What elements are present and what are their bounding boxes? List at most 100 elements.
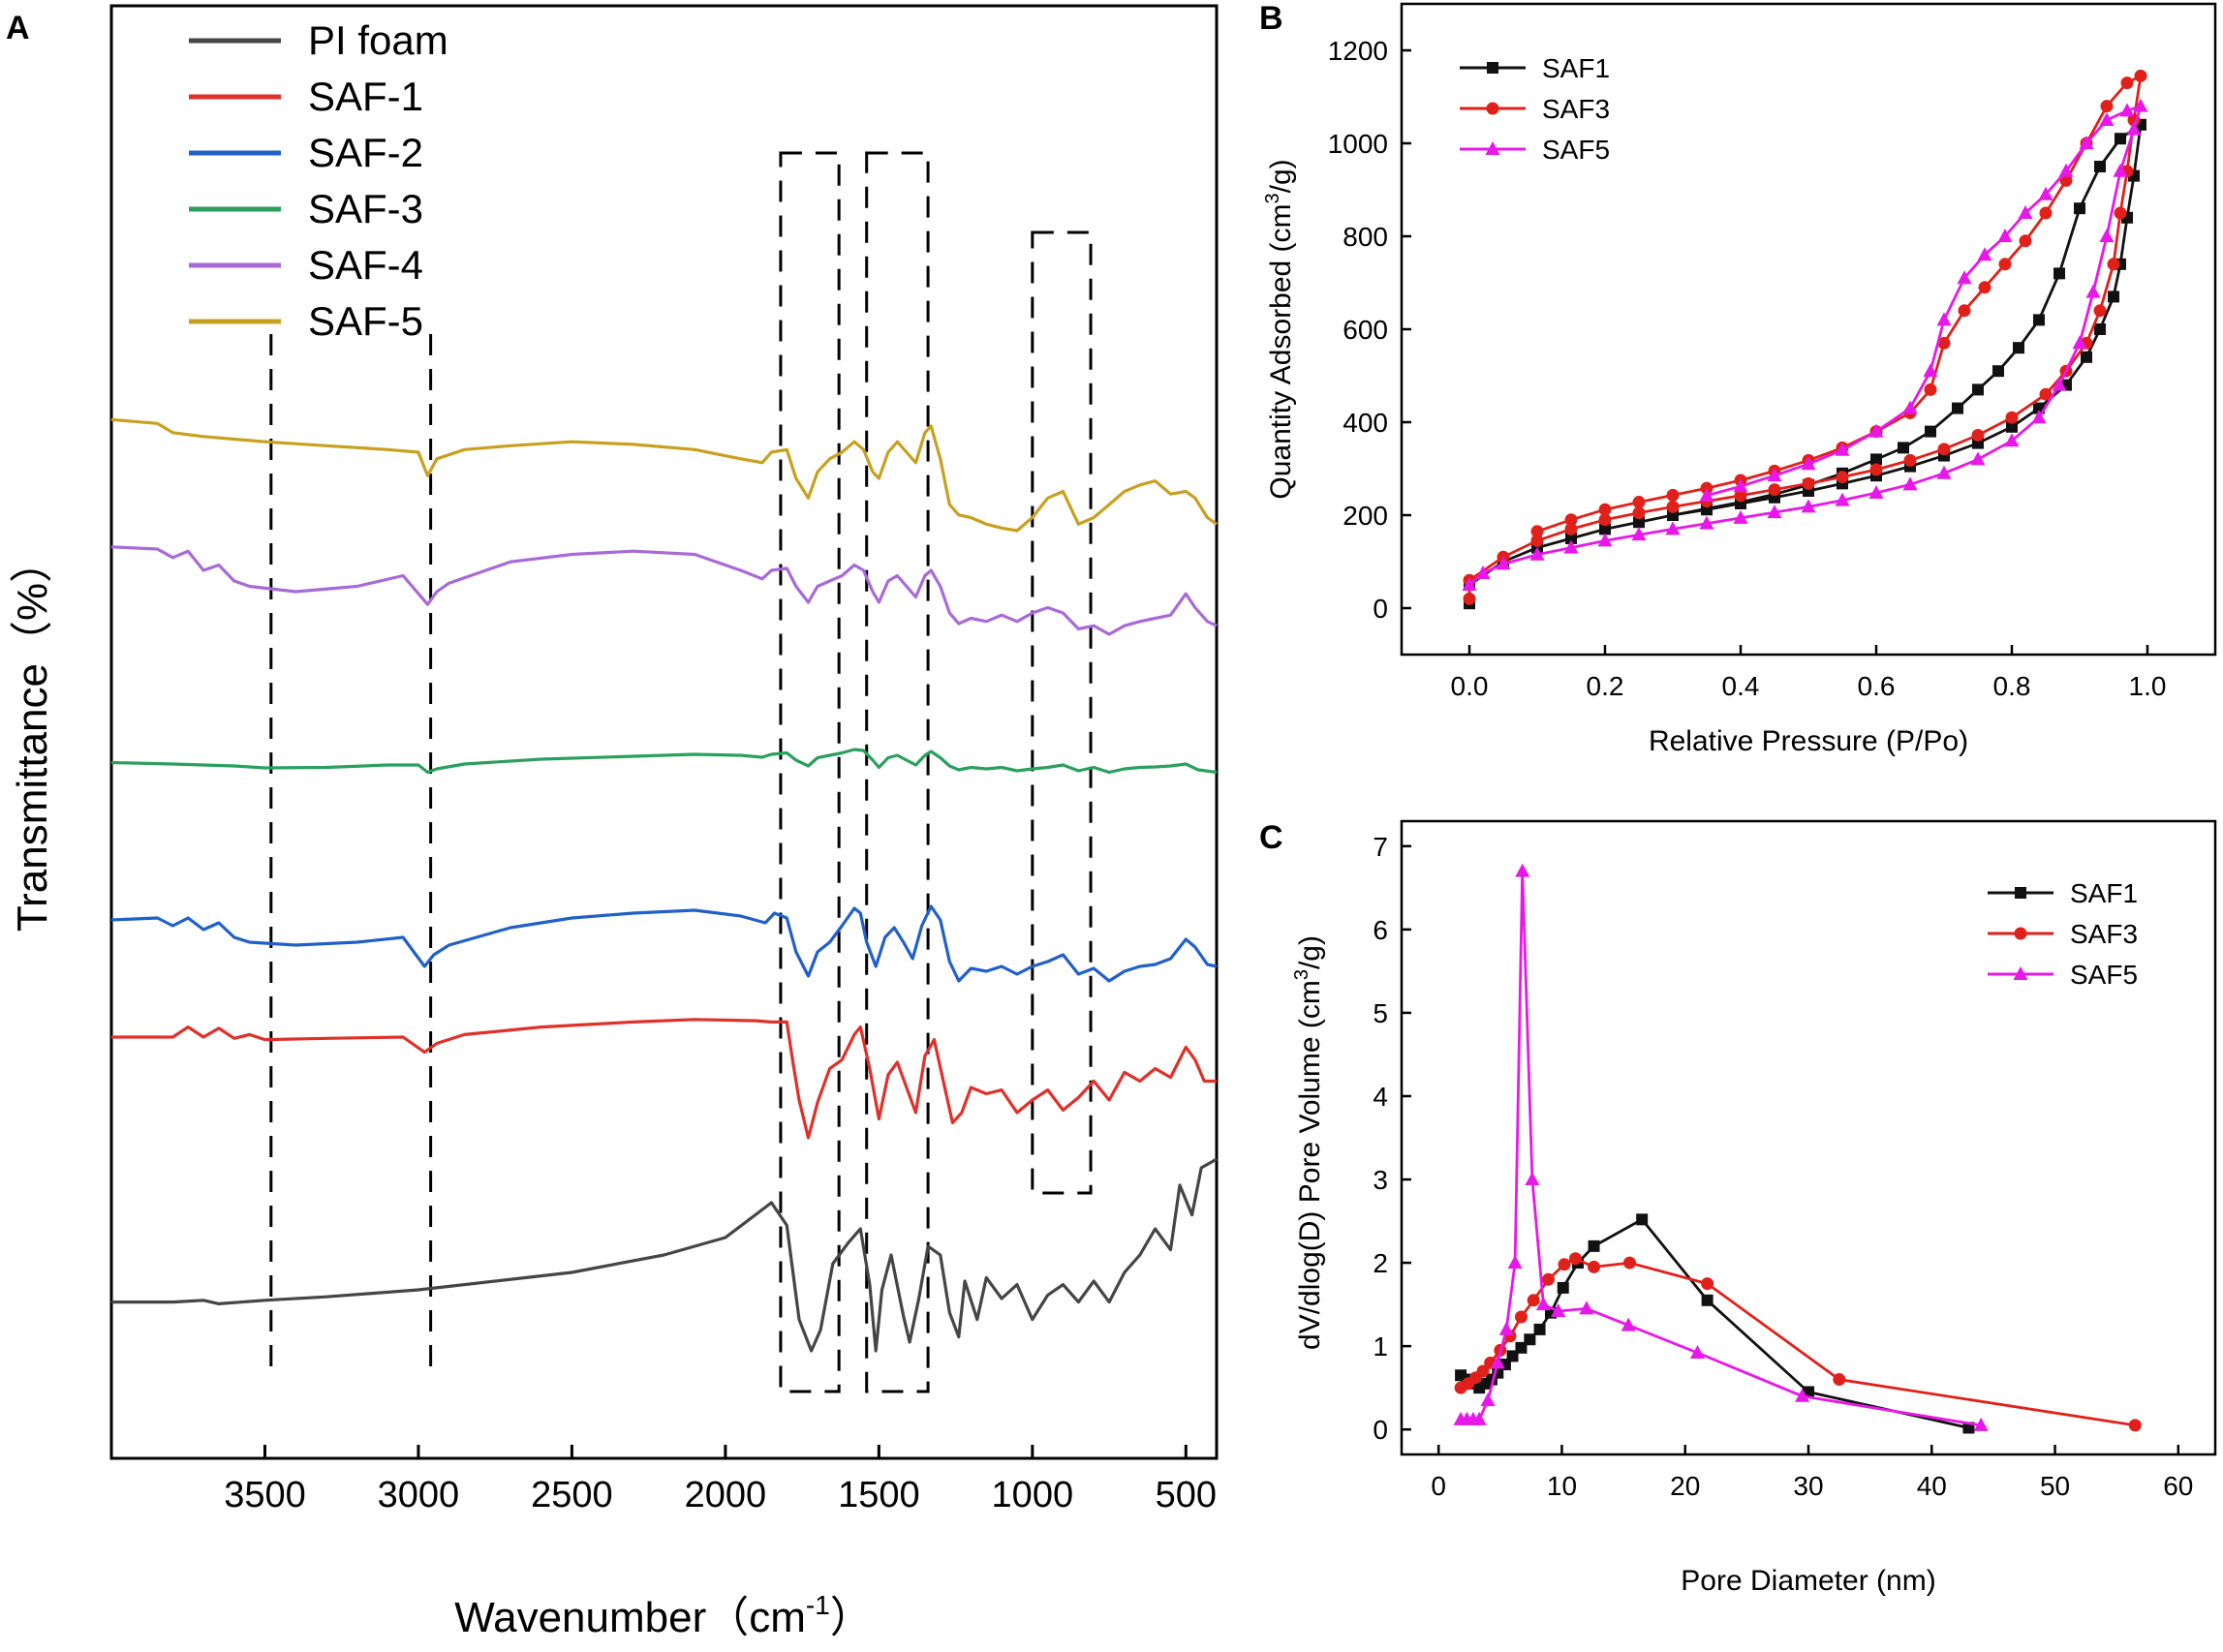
panel-b-point-saf3 [2120, 76, 2134, 90]
panel-c-legend-label-saf3: SAF3 [2070, 919, 2138, 949]
panel-c-x-axis-label: Pore Diameter (nm) [1681, 1565, 1935, 1597]
panel-b-point-saf5 [1868, 423, 1884, 438]
panel-b-point-saf1 [1898, 442, 1909, 454]
panel-c-point-saf5 [1551, 1302, 1566, 1317]
panel-b-y-tick-label: 600 [1343, 315, 1388, 345]
panel-a-series-saf-5 [110, 417, 1218, 533]
panel-c-series-saf5 [1453, 863, 1989, 1431]
panel-c-point-saf5 [1795, 1388, 1810, 1402]
panel-c-point-saf5 [1515, 863, 1530, 877]
panel-c-point-saf1 [1636, 1213, 1649, 1226]
panel-c-y-tick-label: 3 [1373, 1165, 1388, 1195]
panel-b-point-saf3 [1598, 513, 1612, 527]
panel-c-x-tick-label: 20 [1670, 1471, 1700, 1501]
panel-c-point-saf5 [1471, 1411, 1487, 1425]
panel-c-y-tick-label: 7 [1373, 832, 1388, 862]
panel-b-point-saf3 [1530, 525, 1544, 538]
panel-c-legend-label-saf1: SAF1 [2070, 878, 2138, 908]
panel-c-point-saf3 [1476, 1364, 1490, 1378]
panel-b-x-tick-label: 1.0 [2129, 671, 2167, 701]
panel-c-point-saf5 [1525, 1172, 1540, 1186]
panel-a-x-tick-label: 3000 [378, 1475, 460, 1515]
panel-b-point-saf1 [2081, 351, 2092, 363]
panel-b-y-tick-label: 800 [1343, 222, 1388, 252]
panel-a-x-tick-label: 2500 [531, 1475, 613, 1515]
panel-a-letter: A [6, 10, 30, 46]
panel-c-series-saf1 [1455, 1213, 1975, 1434]
panel-b-point-saf3 [2059, 173, 2073, 187]
panel-a-legend-label-saf-3: SAF-3 [308, 186, 423, 231]
panel-c-y-tick-label: 1 [1373, 1331, 1388, 1361]
panel-a-y-axis-label: Transmittance（%） [9, 540, 56, 932]
panel-c-point-saf3 [1833, 1373, 1846, 1387]
panel-b-point-saf5 [1936, 312, 1952, 326]
panel-c-series-saf3 [1454, 1252, 2142, 1432]
panel-c-legend-label-saf5: SAF5 [2070, 960, 2138, 990]
panel-b-point-saf5 [1997, 229, 2013, 242]
panel-a-legend-label-saf-4: SAF-4 [308, 242, 423, 288]
panel-b-legend-label-saf5: SAF5 [1542, 135, 1610, 165]
panel-b-point-saf5 [1835, 442, 1850, 456]
panel-b-point-saf5 [1923, 363, 1938, 378]
panel-b-point-saf5 [2099, 229, 2115, 242]
panel-c-y-tick-label: 2 [1373, 1248, 1388, 1278]
panel-b-point-saf3 [1869, 463, 1883, 476]
panel-b-legend-marker-saf3 [1486, 102, 1499, 115]
panel-b-point-saf1 [2053, 267, 2065, 280]
panel-b-point-saf3 [2005, 411, 2019, 424]
panel-b-series-saf5 [1462, 98, 2148, 591]
panel-b-legend-label-saf3: SAF3 [1542, 94, 1610, 124]
panel-b-point-saf1 [2094, 161, 2106, 172]
panel-b-point-saf5 [2058, 163, 2074, 177]
panel-c-point-saf1 [1524, 1333, 1536, 1346]
panel-b-x-tick-label: 0.2 [1587, 671, 1624, 701]
panel-b-point-saf5 [2079, 136, 2094, 149]
panel-b-y-tick-label: 1200 [1328, 36, 1388, 66]
panel-a-series-saf-1 [111, 1018, 1217, 1140]
panel-a-legend-label-saf-1: SAF-1 [308, 74, 423, 119]
panel-b-point-saf3 [1998, 258, 2012, 271]
panel-b-x-tick-label: 0.0 [1451, 671, 1489, 701]
panel-b-point-saf1 [1633, 516, 1645, 529]
panel-b-point-saf5 [1977, 247, 1992, 261]
panel-c-point-saf3 [1622, 1256, 1636, 1270]
panel-b-legend-label-saf1: SAF1 [1542, 53, 1610, 83]
panel-b-point-saf1 [2094, 323, 2106, 335]
panel-c-point-saf3 [1558, 1258, 1571, 1271]
panel-c-legend-marker-saf3 [2014, 927, 2027, 940]
panel-c-point-saf5 [1621, 1317, 1636, 1331]
panel-c-point-saf5 [1480, 1392, 1496, 1407]
panel-c-point-saf3 [1588, 1260, 1601, 1273]
panel-a-series-pi-foam [111, 1157, 1218, 1353]
panel-b-y-tick-label: 0 [1373, 594, 1388, 624]
panel-b-point-saf5 [1970, 451, 1986, 466]
panel-b-point-saf5 [1462, 577, 1477, 591]
panel-b-point-saf1 [1992, 365, 2004, 378]
panel-c-point-saf1 [1701, 1294, 1714, 1306]
panel-b-isotherm-chart: 0.0 0.2 0.4 0.6 0.8 1.0020040060080010001200 … [1262, 2, 2217, 757]
panel-c-point-saf3 [1527, 1294, 1540, 1307]
panel-c-line-saf1 [1460, 1217, 1969, 1429]
panel-b-point-saf5 [1767, 468, 1782, 482]
panel-b-point-saf1 [1925, 425, 1936, 438]
panel-b-point-saf3 [1666, 488, 1680, 502]
panel-b-point-saf1 [2006, 420, 2018, 433]
panel-b-point-saf3 [2107, 258, 2120, 271]
panel-b-point-saf3 [2134, 69, 2147, 82]
panel-c-point-saf5 [1535, 1297, 1551, 1311]
panel-b-point-saf5 [1597, 533, 1613, 547]
panel-b-point-saf5 [2031, 410, 2047, 424]
panel-c-point-saf5 [1579, 1300, 1594, 1315]
panel-b-point-saf1 [1599, 523, 1611, 535]
panel-a-annotation-box [1031, 230, 1093, 1195]
panel-c-point-saf3 [1514, 1310, 1528, 1324]
panel-b-point-saf3 [1903, 453, 1917, 467]
panel-b-point-saf1 [2074, 202, 2085, 215]
panel-c-y-tick-label: 5 [1373, 998, 1388, 1028]
panel-b-point-saf5 [1902, 400, 1918, 414]
panel-b-x-axis-label: Relative Pressure (P/Po) [1649, 725, 1968, 757]
panel-b-point-saf5 [1665, 521, 1681, 535]
panel-b-point-saf5 [2133, 98, 2148, 112]
panel-c-line-saf5 [1461, 870, 1982, 1427]
